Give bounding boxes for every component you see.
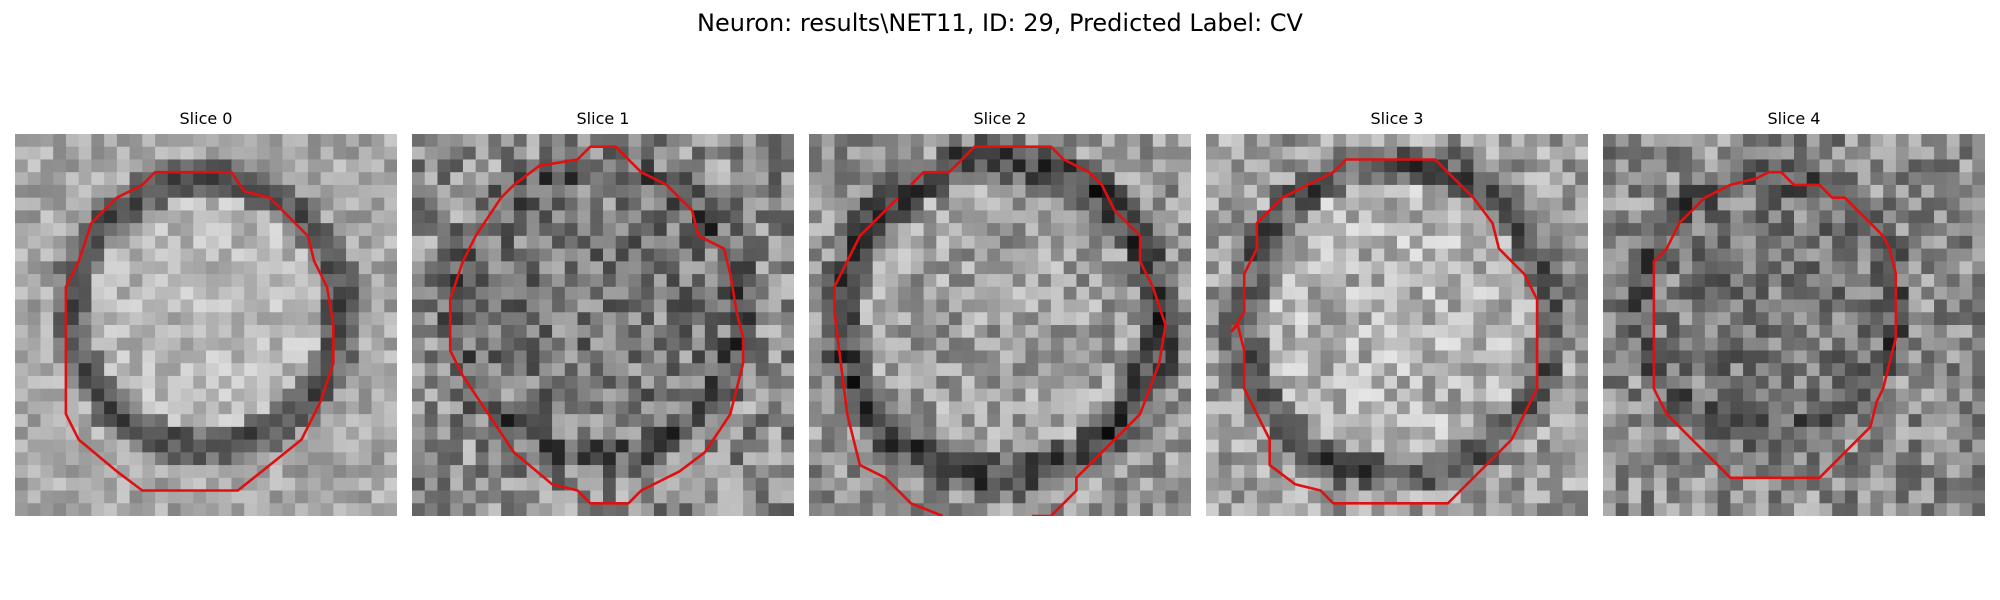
neuron-outline — [1652, 170, 1898, 480]
slice-pixels — [809, 134, 1191, 516]
neuron-outline — [64, 170, 335, 492]
slice-title-3: Slice 3 — [1370, 109, 1424, 128]
slice-pixels — [412, 134, 794, 516]
neuron-outline — [909, 145, 1167, 516]
slice-title-0: Slice 0 — [179, 109, 233, 128]
slice-pixels — [1603, 134, 1985, 516]
slice-image-2 — [809, 134, 1191, 516]
slice-image-4 — [1603, 134, 1985, 516]
slice-image-1 — [412, 134, 794, 516]
figure-title: Neuron: results\NET11, ID: 29, Predicted… — [697, 9, 1303, 37]
slice-image-3 — [1206, 134, 1588, 516]
slice-image-0 — [15, 134, 397, 516]
slice-pixels — [15, 134, 397, 516]
slice-pixels — [1206, 134, 1588, 516]
neuron-outline — [448, 145, 745, 505]
neuron-outline — [833, 196, 944, 516]
slice-title-1: Slice 1 — [576, 109, 630, 128]
neuron-outline — [1230, 158, 1539, 505]
slice-title-4: Slice 4 — [1767, 109, 1821, 128]
slice-title-2: Slice 2 — [973, 109, 1027, 128]
